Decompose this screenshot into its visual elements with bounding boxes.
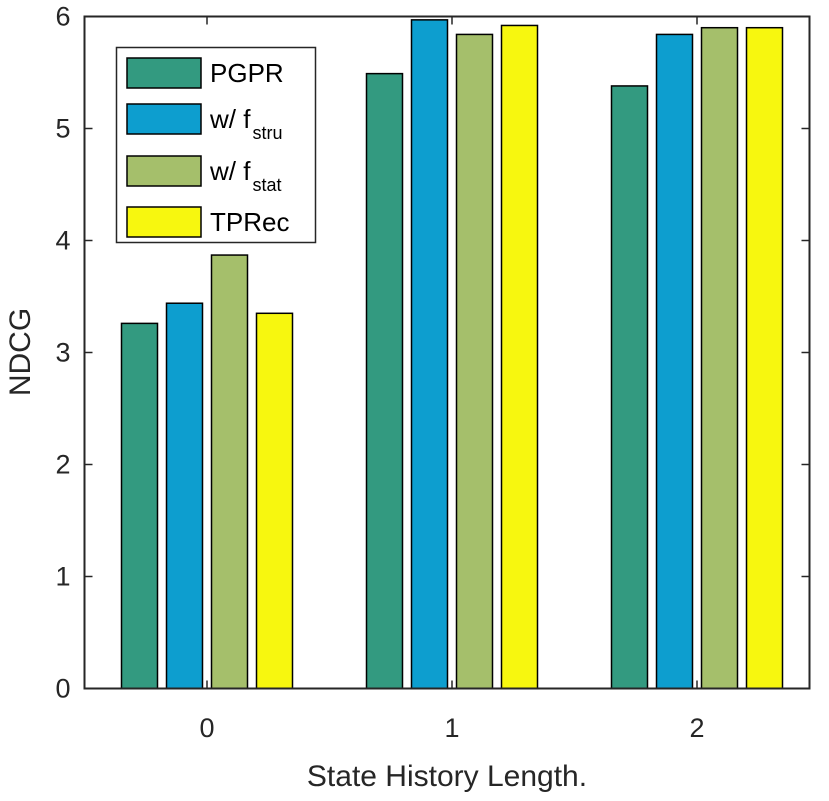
bar-w-f-stru-cat-0 [165,302,204,690]
legend-swatch [126,57,202,89]
bars-group [120,19,784,690]
bar-tprec-cat-0 [255,312,294,690]
y-tick-label: 1 [55,562,70,592]
bar-w-f-stat-cat-0 [210,254,249,690]
bar-tprec-cat-2 [745,26,784,690]
y-tick-label: 0 [55,674,70,704]
x-tick-label: 1 [444,713,459,743]
y-tick-label: 4 [55,226,70,256]
legend-swatch [126,103,202,135]
bar-w-f-stru-cat-1 [410,19,449,690]
y-tick-label: 6 [55,2,70,32]
legend-label: PGPR [210,58,284,88]
legend-label: TPRec [210,207,289,237]
bar-pgpr-cat-1 [365,72,404,690]
legend-swatch [126,206,202,238]
x-tick-label: 2 [689,713,704,743]
bar-tprec-cat-1 [500,24,539,690]
y-tick-label: 3 [55,338,70,368]
y-tick-label: 5 [55,114,70,144]
x-tick-label: 0 [199,713,214,743]
bar-pgpr-cat-2 [610,85,649,690]
bar-pgpr-cat-0 [120,322,159,690]
bar-w-f-stat-cat-2 [700,26,739,690]
legend-swatch [126,155,202,187]
bar-w-f-stat-cat-1 [455,33,494,690]
axis-ticks: 0 1 2 3 4 5 6 0 1 2 [55,2,810,743]
x-axis-label: State History Length. [307,760,587,793]
y-tick-label: 2 [55,450,70,480]
bar-w-f-stru-cat-2 [655,33,694,690]
y-axis-label: NDCG [4,308,37,396]
